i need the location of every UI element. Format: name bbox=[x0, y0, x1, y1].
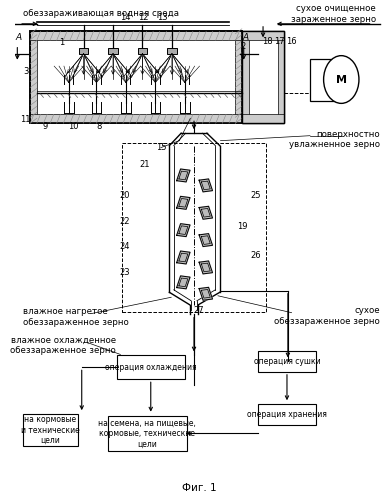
Bar bbox=[167, 48, 177, 54]
Text: 20: 20 bbox=[120, 191, 130, 200]
Bar bbox=[138, 48, 147, 54]
Text: 19: 19 bbox=[238, 222, 248, 230]
Text: 23: 23 bbox=[119, 268, 130, 277]
Text: влажное нагретое
обеззараженное зерно: влажное нагретое обеззараженное зерно bbox=[23, 308, 129, 327]
Polygon shape bbox=[199, 206, 213, 219]
Polygon shape bbox=[199, 261, 213, 274]
Text: 13: 13 bbox=[157, 13, 167, 22]
Text: 9: 9 bbox=[42, 122, 48, 131]
Text: 10: 10 bbox=[69, 122, 79, 131]
Text: сухое очищенное
зараженное зерно: сухое очищенное зараженное зерно bbox=[291, 4, 376, 24]
Polygon shape bbox=[177, 196, 190, 209]
Text: 3: 3 bbox=[23, 66, 28, 76]
Text: сухое
обеззараженное зерно: сухое обеззараженное зерно bbox=[274, 306, 380, 326]
Text: 14: 14 bbox=[120, 13, 131, 22]
Bar bbox=[242, 32, 284, 124]
Text: 26: 26 bbox=[250, 250, 261, 260]
Polygon shape bbox=[199, 179, 213, 192]
Bar bbox=[30, 32, 242, 40]
Bar bbox=[23, 414, 78, 446]
Circle shape bbox=[324, 56, 359, 104]
Polygon shape bbox=[177, 276, 190, 289]
Text: 22: 22 bbox=[120, 216, 130, 226]
Text: 25: 25 bbox=[250, 191, 261, 200]
Bar bbox=[310, 58, 341, 101]
Text: 18: 18 bbox=[262, 36, 273, 46]
Text: 16: 16 bbox=[286, 36, 297, 46]
Text: обеззараживающая водная среда: обеззараживающая водная среда bbox=[23, 9, 179, 18]
Text: 1: 1 bbox=[59, 38, 64, 46]
Bar bbox=[79, 48, 89, 54]
Polygon shape bbox=[199, 288, 213, 300]
Text: 11: 11 bbox=[20, 116, 31, 124]
Bar bbox=[122, 143, 266, 312]
Bar bbox=[242, 32, 284, 40]
Text: операция сушки: операция сушки bbox=[254, 357, 320, 366]
Bar bbox=[30, 32, 37, 124]
Text: 2: 2 bbox=[240, 42, 245, 50]
Bar bbox=[242, 32, 248, 124]
Bar bbox=[258, 351, 315, 372]
Text: 12: 12 bbox=[138, 13, 149, 22]
Text: Фиг. 1: Фиг. 1 bbox=[182, 482, 217, 492]
Text: поверхностно
увлажненное зерно: поверхностно увлажненное зерно bbox=[289, 130, 380, 150]
Bar bbox=[117, 356, 185, 380]
Text: 27: 27 bbox=[194, 306, 204, 315]
Bar bbox=[278, 32, 284, 124]
Bar bbox=[242, 114, 284, 124]
Polygon shape bbox=[177, 169, 190, 182]
Polygon shape bbox=[177, 224, 190, 236]
Text: 24: 24 bbox=[120, 242, 130, 250]
Bar bbox=[242, 32, 284, 124]
Text: влажное охлажденное
обеззараженное зерно: влажное охлажденное обеззараженное зерно bbox=[10, 336, 116, 355]
Bar bbox=[235, 32, 242, 124]
Text: М: М bbox=[336, 74, 347, 85]
Polygon shape bbox=[199, 234, 213, 246]
Polygon shape bbox=[177, 251, 190, 264]
Text: на кормовые
и технические
цели: на кормовые и технические цели bbox=[21, 416, 80, 445]
Bar bbox=[30, 32, 242, 124]
Text: операция охлаждения: операция охлаждения bbox=[105, 363, 197, 372]
Text: 17: 17 bbox=[275, 36, 285, 46]
Bar bbox=[107, 416, 187, 452]
Text: А: А bbox=[16, 33, 22, 42]
Bar bbox=[258, 404, 315, 425]
Bar bbox=[30, 114, 242, 124]
Bar bbox=[108, 48, 118, 54]
Bar bbox=[30, 32, 242, 124]
Text: 8: 8 bbox=[97, 122, 102, 131]
Text: операция хранения: операция хранения bbox=[247, 410, 327, 419]
Text: 21: 21 bbox=[140, 160, 150, 169]
Text: 15: 15 bbox=[156, 143, 166, 152]
Text: на семена, на пищевые,
кормовые, технические
цели: на семена, на пищевые, кормовые, техниче… bbox=[98, 418, 196, 448]
Text: А: А bbox=[243, 33, 249, 42]
